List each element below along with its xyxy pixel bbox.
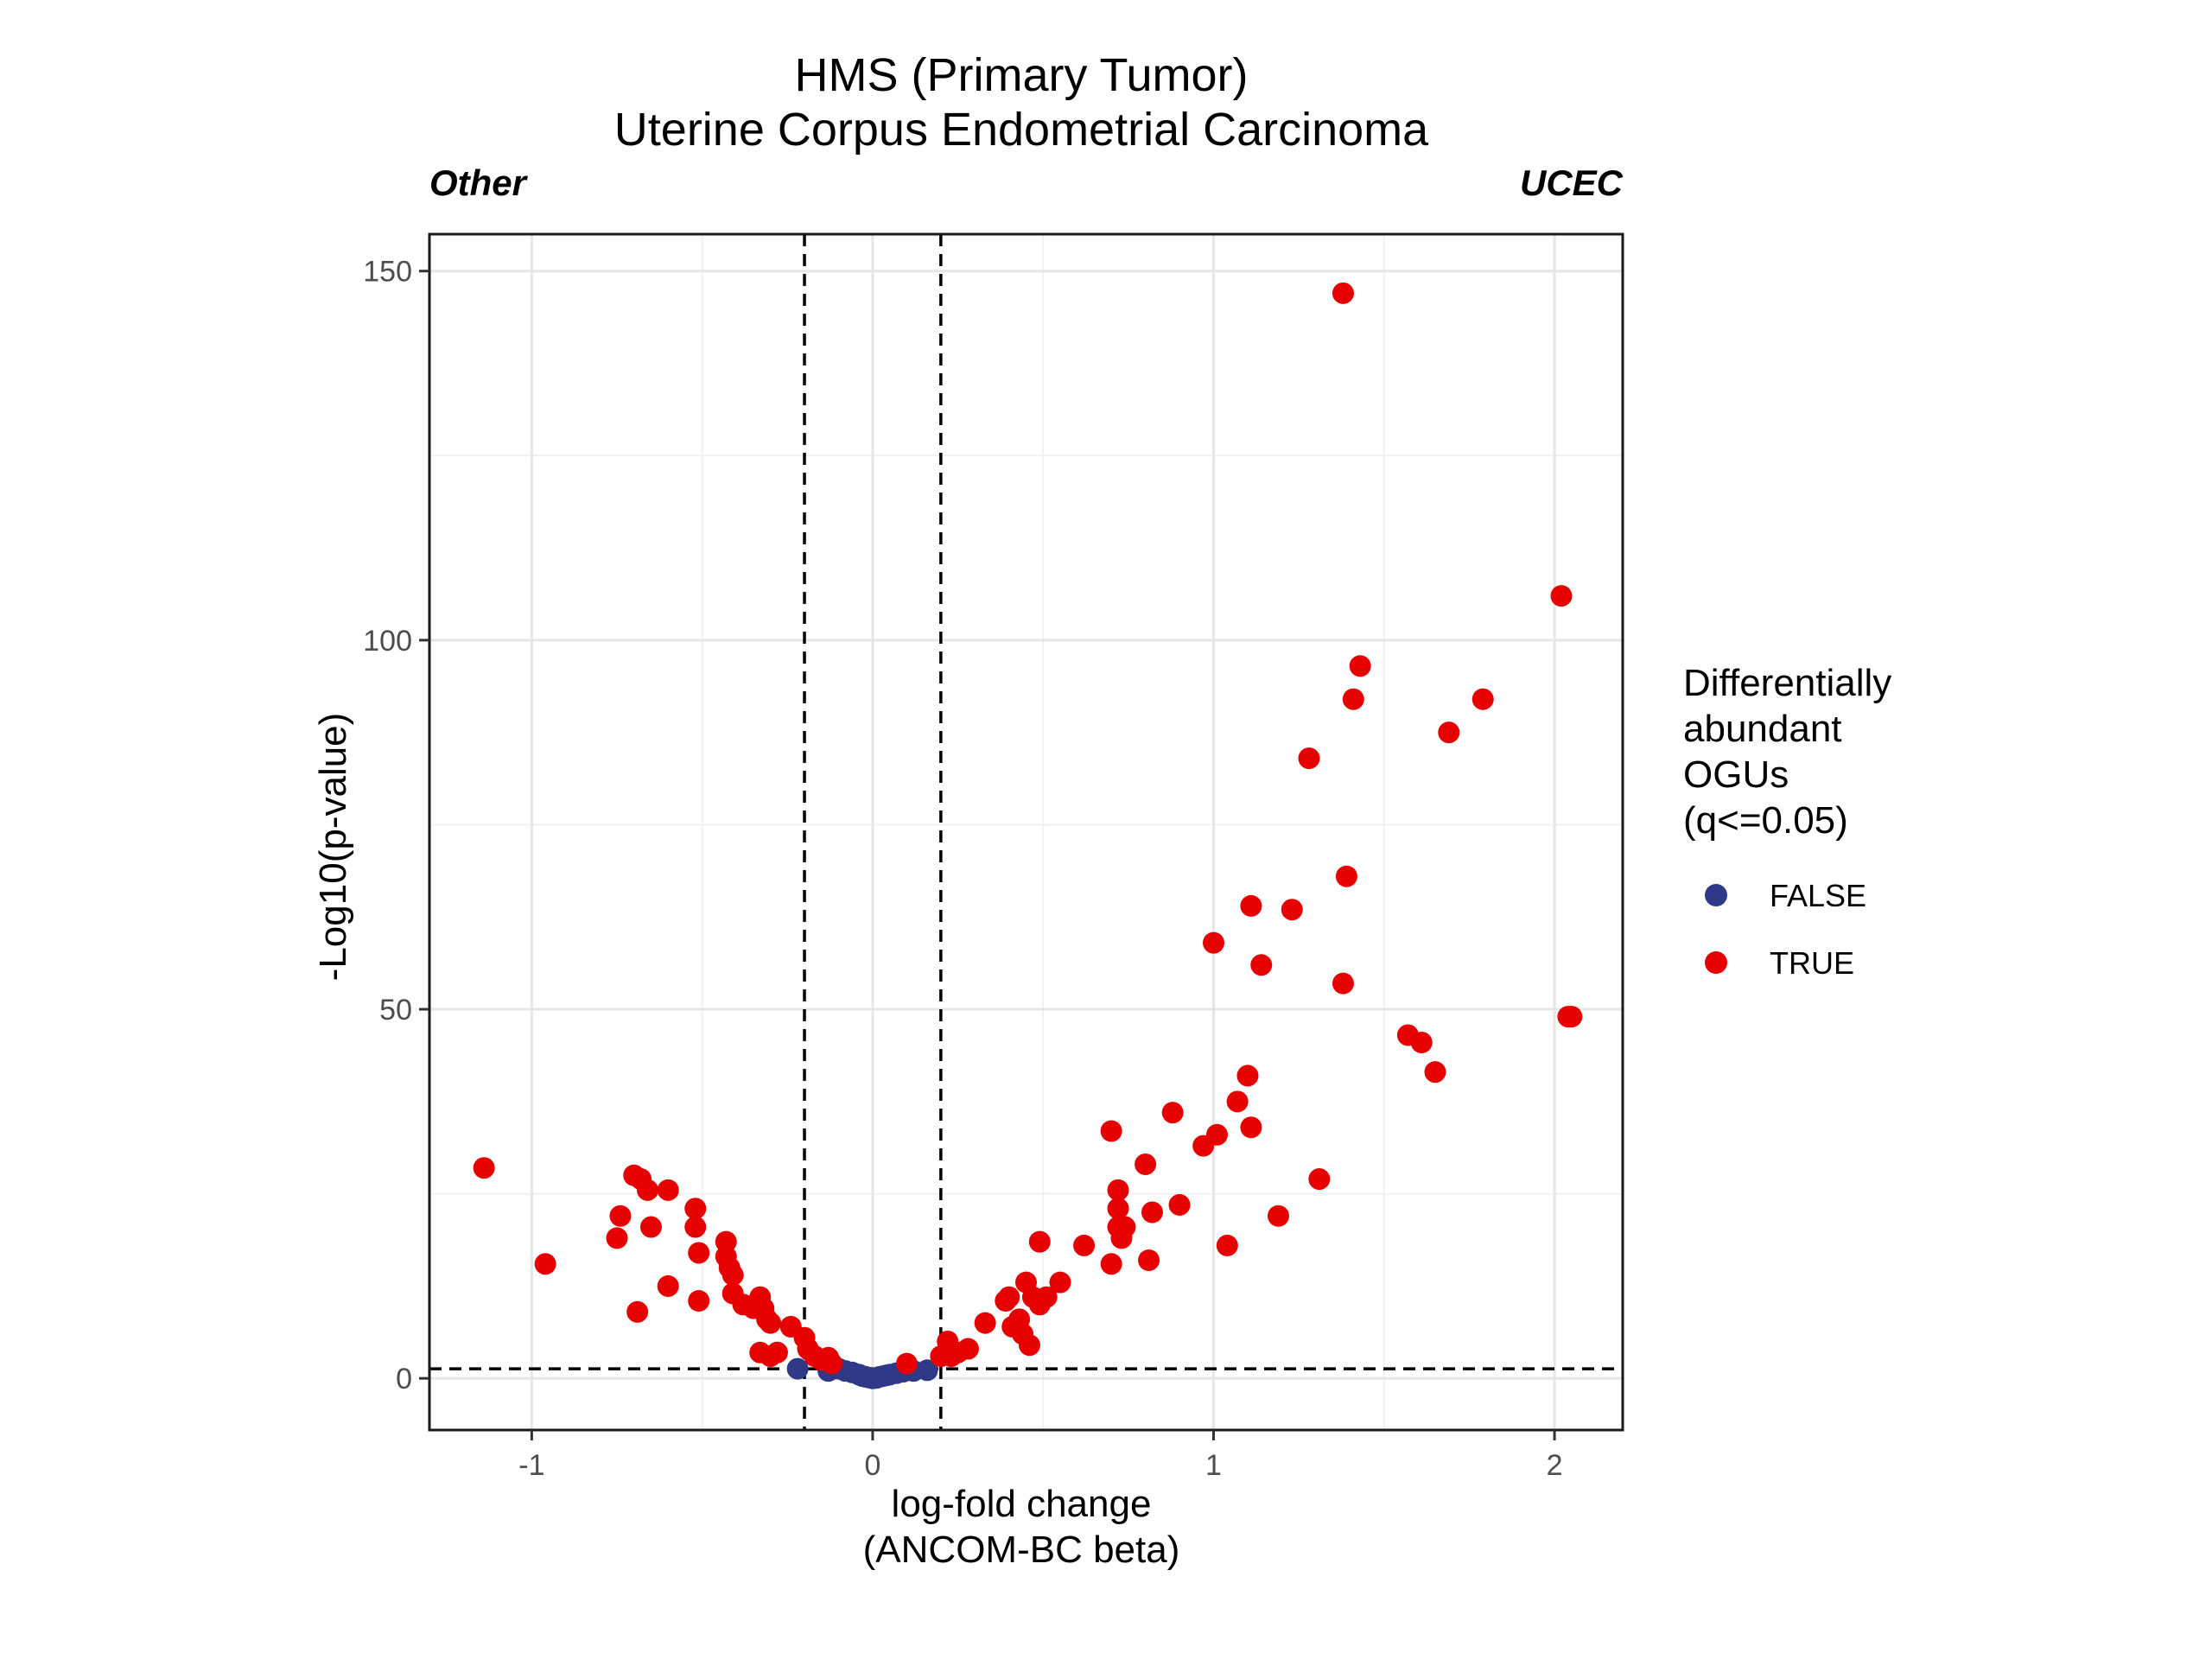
chart-subtitle: Uterine Corpus Endometrial Carcinoma bbox=[614, 104, 1429, 156]
data-point-true bbox=[1240, 894, 1262, 917]
data-point-true bbox=[1018, 1334, 1040, 1357]
data-point-true bbox=[684, 1216, 707, 1238]
reference-lines bbox=[429, 234, 1623, 1430]
data-point-true bbox=[473, 1157, 495, 1179]
data-point-true bbox=[957, 1338, 979, 1360]
data-point-true bbox=[1028, 1230, 1051, 1253]
legend-title-line4: (q<=0.05) bbox=[1683, 799, 1848, 842]
data-point-true bbox=[760, 1312, 782, 1334]
legend: Differentially abundant OGUs (q<=0.05) F… bbox=[1683, 662, 1891, 981]
data-point-true bbox=[1267, 1205, 1289, 1227]
data-point-true bbox=[1410, 1031, 1433, 1053]
y-axis-title: -Log10(p-value) bbox=[312, 713, 354, 982]
x-axis-title-line2: (ANCOM-BC beta) bbox=[863, 1529, 1180, 1571]
data-point-true bbox=[1281, 899, 1303, 921]
data-point-true bbox=[1308, 1168, 1331, 1191]
data-point-true bbox=[1035, 1286, 1058, 1308]
data-point-true bbox=[1342, 688, 1364, 710]
data-point-true bbox=[1236, 1065, 1259, 1087]
data-point-true bbox=[998, 1286, 1020, 1308]
chart-title: HMS (Primary Tumor) bbox=[795, 49, 1249, 101]
data-point-true bbox=[688, 1242, 710, 1264]
data-point-true bbox=[1161, 1102, 1184, 1124]
panel-border bbox=[428, 232, 1624, 1432]
legend-key-false bbox=[1705, 884, 1727, 906]
grid-major bbox=[429, 234, 1623, 1430]
data-point-true bbox=[1471, 688, 1494, 710]
data-point-true bbox=[1138, 1249, 1160, 1272]
data-point-true bbox=[1100, 1253, 1122, 1275]
y-tick-label: 100 bbox=[363, 625, 412, 658]
grid-minor bbox=[429, 234, 1623, 1430]
y-axis: 0 50 100 150 bbox=[363, 256, 429, 1395]
data-point-true bbox=[657, 1179, 679, 1201]
data-point-true bbox=[639, 1216, 662, 1238]
x-tick-label: 2 bbox=[1547, 1449, 1563, 1482]
data-point-true bbox=[657, 1274, 679, 1297]
data-point-true bbox=[974, 1312, 996, 1334]
data-point-true bbox=[1203, 931, 1225, 954]
x-tick-label: -1 bbox=[518, 1449, 544, 1482]
data-point-true bbox=[1424, 1061, 1446, 1084]
data-point-true bbox=[609, 1205, 632, 1227]
data-point-true bbox=[1100, 1120, 1122, 1142]
data-point-true bbox=[1240, 1116, 1262, 1139]
data-point-true bbox=[715, 1230, 737, 1253]
data-point-true bbox=[1168, 1193, 1191, 1216]
legend-label-true: TRUE bbox=[1770, 945, 1854, 981]
data-point-true bbox=[766, 1341, 788, 1363]
data-point-true bbox=[684, 1198, 707, 1220]
data-point-true bbox=[1298, 747, 1320, 770]
data-point-true bbox=[534, 1253, 556, 1275]
data-point-true bbox=[1560, 1006, 1583, 1028]
x-axis-title-line1: log-fold change bbox=[892, 1483, 1152, 1525]
data-point-true bbox=[1107, 1198, 1129, 1220]
data-point-true bbox=[1332, 972, 1354, 995]
data-point-true bbox=[1107, 1179, 1129, 1201]
legend-label-false: FALSE bbox=[1770, 878, 1866, 913]
data-point-false bbox=[916, 1359, 938, 1382]
data-point-true bbox=[1332, 282, 1354, 304]
legend-title-line2: abundant bbox=[1683, 708, 1842, 750]
data-point-true bbox=[626, 1300, 649, 1323]
corner-label-left: Other bbox=[429, 162, 529, 203]
x-axis: -1 0 1 2 bbox=[518, 1430, 1563, 1482]
x-tick-label: 1 bbox=[1205, 1449, 1222, 1482]
data-point-true bbox=[721, 1264, 744, 1287]
y-tick-label: 150 bbox=[363, 256, 412, 289]
y-tick-label: 50 bbox=[379, 994, 412, 1027]
data-point-true bbox=[895, 1352, 918, 1375]
data-point-true bbox=[1216, 1234, 1238, 1256]
data-point-true bbox=[1049, 1271, 1071, 1294]
x-tick-label: 0 bbox=[864, 1449, 880, 1482]
data-point-true bbox=[1073, 1234, 1096, 1256]
points bbox=[473, 282, 1583, 1389]
legend-title-line1: Differentially bbox=[1683, 662, 1891, 704]
data-point-true bbox=[637, 1179, 659, 1201]
legend-title-line3: OGUs bbox=[1683, 753, 1789, 796]
plot-area bbox=[428, 232, 1624, 1432]
data-point-false bbox=[786, 1357, 809, 1380]
data-point-true bbox=[1349, 655, 1371, 677]
data-point-true bbox=[1335, 865, 1357, 887]
data-point-true bbox=[1226, 1090, 1249, 1113]
data-point-true bbox=[1250, 954, 1273, 976]
data-point-true bbox=[1141, 1201, 1163, 1224]
data-point-true bbox=[821, 1352, 843, 1375]
legend-key-true bbox=[1705, 951, 1727, 974]
data-point-true bbox=[1550, 585, 1573, 607]
data-point-true bbox=[1114, 1216, 1136, 1238]
data-point-true bbox=[606, 1227, 628, 1249]
data-point-true bbox=[688, 1289, 710, 1312]
data-point-true bbox=[1205, 1123, 1228, 1146]
corner-label-right: UCEC bbox=[1520, 162, 1624, 203]
data-point-true bbox=[1438, 721, 1460, 744]
y-tick-label: 0 bbox=[396, 1363, 412, 1395]
data-point-true bbox=[1135, 1153, 1157, 1175]
